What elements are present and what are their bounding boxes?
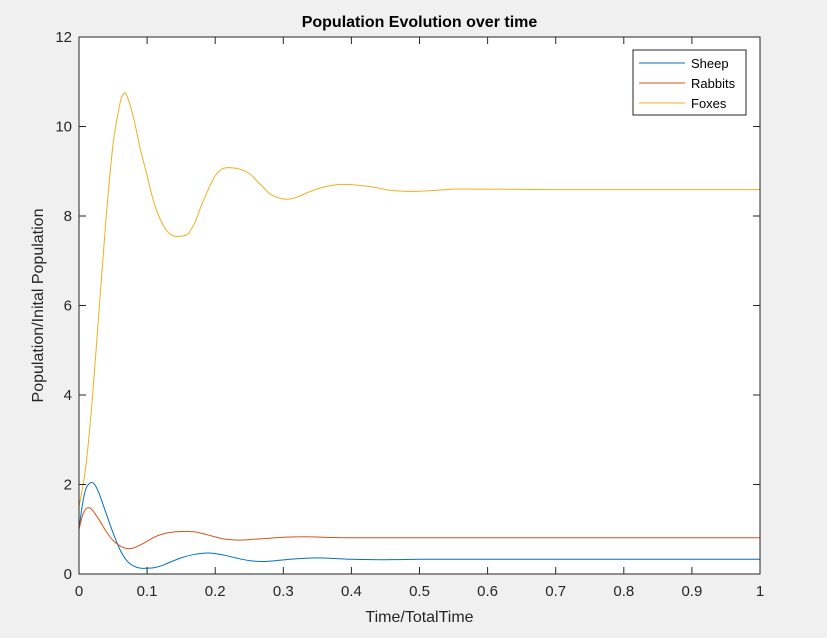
x-tick-label: 0.1 (137, 583, 158, 600)
y-axis: 0 2 4 6 8 10 12 (55, 29, 760, 583)
legend-label-sheep: Sheep (691, 56, 729, 71)
legend-label-foxes: Foxes (691, 96, 727, 111)
y-tick-label: 2 (64, 477, 72, 494)
y-tick-label: 12 (55, 29, 72, 46)
x-tick-label: 0.3 (273, 583, 294, 600)
legend-label-rabbits: Rabbits (691, 76, 736, 91)
x-axis: 0 0.1 0.2 0.3 0.4 0.5 0.6 0.7 0.8 0.9 1 (75, 37, 764, 600)
y-tick-label: 8 (64, 208, 72, 225)
series-line-sheep (78, 481, 760, 569)
y-tick-label: 0 (64, 566, 72, 583)
x-tick-label: 0.7 (545, 583, 566, 600)
chart-title: Population Evolution over time (302, 14, 538, 31)
x-tick-label: 1 (756, 583, 764, 600)
x-tick-label: 0.9 (681, 583, 702, 600)
y-tick-label: 6 (64, 298, 72, 315)
series-line-foxes (78, 92, 760, 507)
x-tick-label: 0.6 (477, 583, 498, 600)
legend[interactable]: Sheep Rabbits Foxes (632, 49, 747, 116)
series-layer (78, 92, 760, 569)
y-axis-label: Population/Inital Population (30, 209, 47, 403)
plot-area (79, 37, 760, 574)
x-tick-label: 0.5 (409, 583, 430, 600)
series-line-rabbits (78, 507, 760, 550)
y-tick-label: 10 (55, 119, 72, 136)
x-tick-label: 0.8 (613, 583, 634, 600)
x-tick-label: 0 (75, 583, 83, 600)
x-axis-label: Time/TotalTime (365, 609, 473, 626)
y-tick-label: 4 (64, 387, 72, 404)
x-tick-label: 0.4 (341, 583, 362, 600)
x-tick-label: 0.2 (205, 583, 226, 600)
